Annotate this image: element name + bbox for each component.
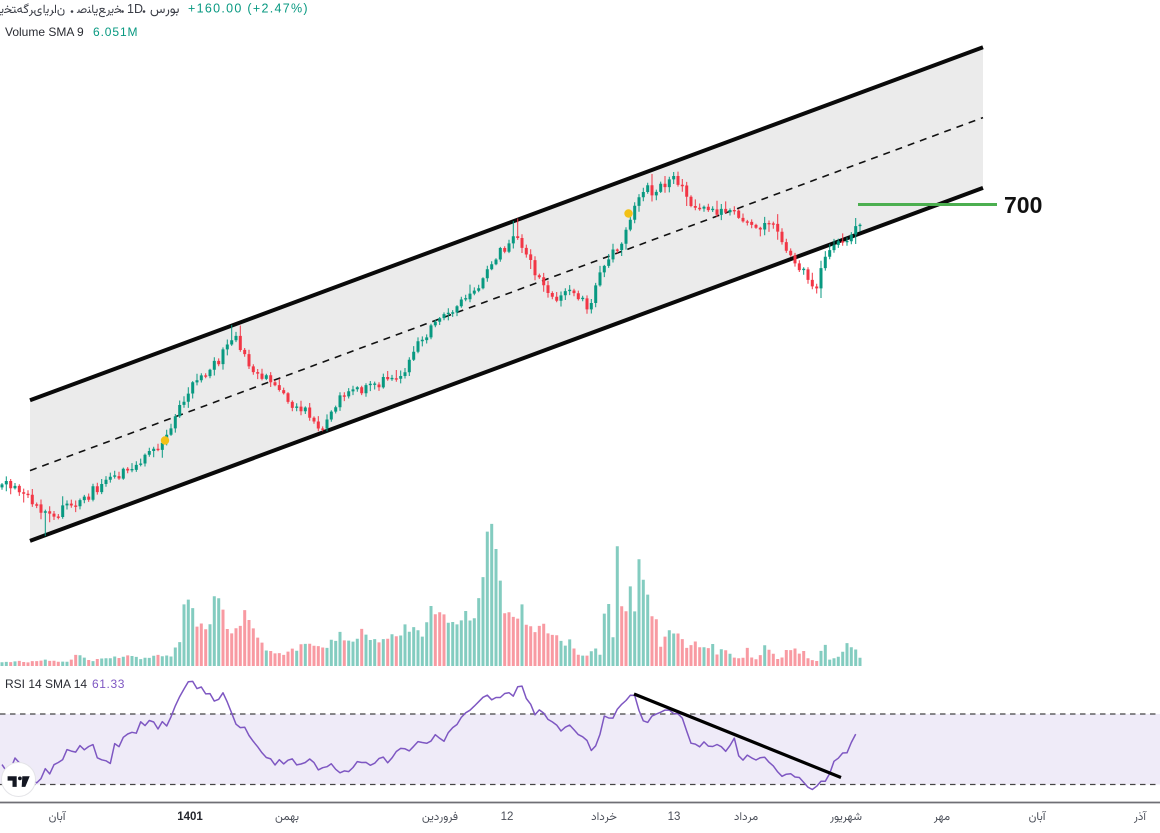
svg-text:1401: 1401 xyxy=(177,811,203,823)
svg-text:+160.00 (+2.47%): +160.00 (+2.47%) xyxy=(188,2,309,16)
svg-text:61.33: 61.33 xyxy=(92,677,125,691)
svg-text:700: 700 xyxy=(1004,192,1042,218)
svg-text:6.051M: 6.051M xyxy=(93,25,138,39)
svg-text:1D: 1D xyxy=(127,2,143,16)
svg-text:Volume SMA 9: Volume SMA 9 xyxy=(5,25,84,39)
svg-text:13: 13 xyxy=(668,811,681,823)
svg-text:RSI 14 SMA 14: RSI 14 SMA 14 xyxy=(5,677,87,691)
svg-text:12: 12 xyxy=(501,811,514,823)
